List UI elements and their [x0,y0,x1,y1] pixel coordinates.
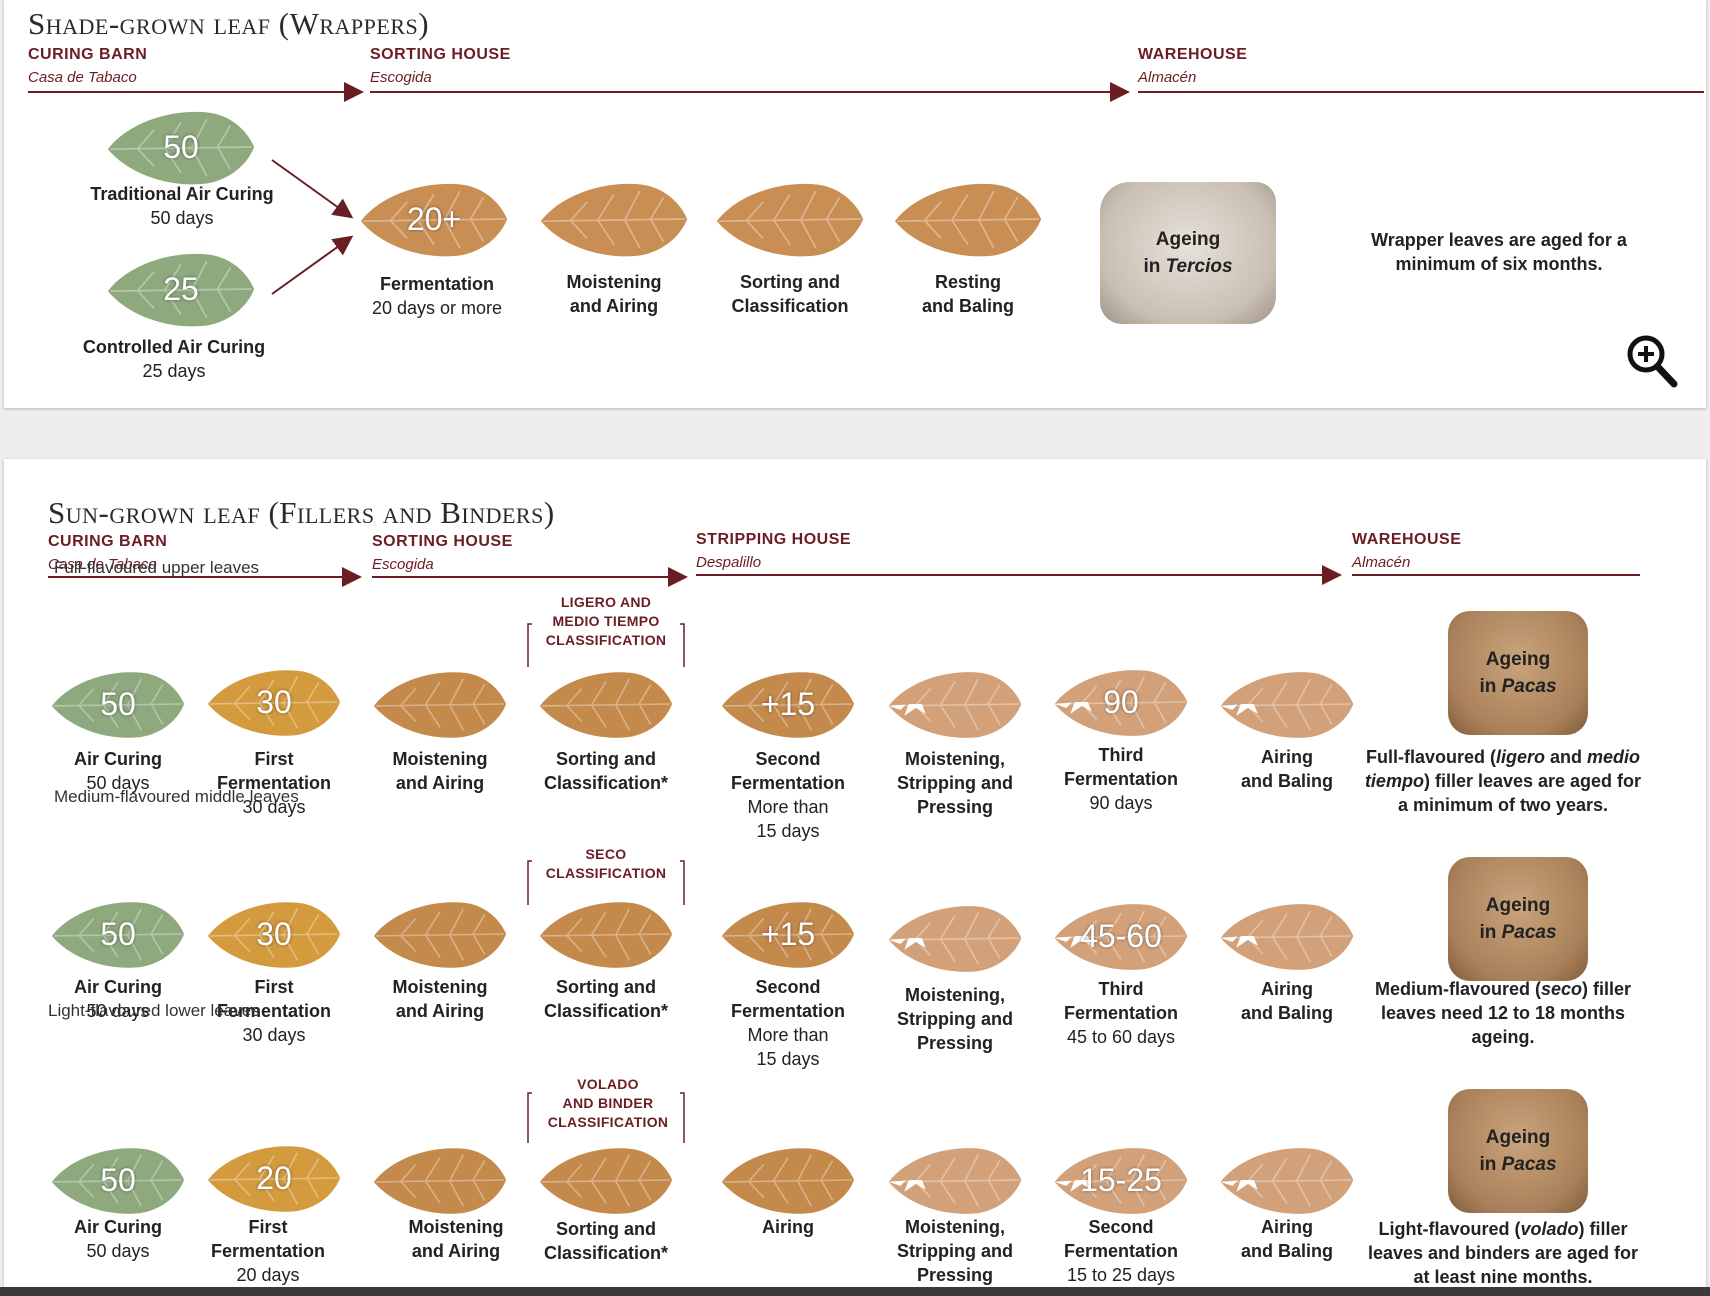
caption-third-fermentation: Third Fermentation 90 days [1063,745,1178,813]
stage-warehouse-sub: Almacén [1138,69,1197,86]
stage-sorting-house: SORTING HOUSE [372,533,513,550]
leaf-second-fermentation: +15 [720,895,856,973]
leaf-traditional-air-curing: 50 [102,104,260,190]
stage-stripping-house: STRIPPING HOUSE [696,531,852,548]
caption-traditional-air-curing: Traditional Air Curing 50 days [90,184,274,228]
caption-airing-baling: Airing and Baling [1240,979,1333,1023]
wrappers-note: Wrapper leaves are aged for a minimum of… [1371,230,1627,274]
caption-moistening-airing: Moistening and Airing [566,272,662,316]
stage-curing-barn: CURING BARN [28,46,148,63]
fillers-title: Sun-grown leaf (Fillers and Binders) [48,495,555,530]
caption-first-fermentation: First Fermentation 30 days [216,749,331,817]
leaf-air-curing: 50 [50,895,186,973]
caption-airing-baling: Airing and Baling [1240,1217,1333,1261]
leaf-airing [720,1141,856,1219]
stage-stripping-house-sub: Despalillo [696,554,762,571]
caption-sorting: Sorting and Classification* [543,749,669,793]
row-label-medium: Medium-flavoured middle leaves [54,787,299,806]
leaf-controlled-air-curing: 25 [102,246,260,332]
leaf-airing-baling [1216,1141,1358,1219]
caption-moistening-airing: Moistening and Airing [408,1217,504,1261]
stage-sorting-house: SORTING HOUSE [370,46,511,63]
stage-warehouse: WAREHOUSE [1138,46,1248,63]
caption-air-curing: Air Curing 50 days [74,1217,162,1261]
leaf-moistening-airing [372,665,508,743]
leaf-sorting [538,665,674,743]
leaf-first-fermentation: 30 [206,895,342,973]
leaf-sorting [538,1141,674,1219]
caption-stripping: Moistening, Stripping and Pressing [897,749,1013,817]
leaf-airing-baling [1216,665,1358,743]
wrappers-panel: Shade-grown leaf (Wrappers) CURING BARN … [4,0,1706,408]
stage-sorting-house-sub: Escogida [370,69,432,86]
caption-moistening-airing: Moistening and Airing [392,977,488,1021]
note-light-flavoured: Light-flavoured (volado) filler leaves a… [1367,1219,1639,1287]
stage-curing-barn-sub: Casa de Tabaco [28,69,137,86]
leaf-third-fermentation: 45-60 [1050,897,1192,975]
leaf-stripping [884,665,1026,743]
leaf-first-fermentation: 20 [206,1139,342,1217]
stage-curing-barn-sub: Casa de Tabaco [48,556,157,573]
caption-sorting: Sorting and Classification* [543,1219,669,1263]
leaf-moistening-airing [372,895,508,973]
leaf-air-curing: 50 [50,665,186,743]
row-label-light: Light-flavoured lower leaves [48,1001,260,1020]
stage-sorting-house-sub: Escogida [372,556,434,573]
leaf-stripping [884,1141,1026,1219]
fillers-panel: Sun-grown leaf (Fillers and Binders) CUR… [4,459,1706,1287]
caption-moistening-airing: Moistening and Airing [392,749,488,793]
leaf-sorting-classification [712,176,868,262]
leaf-moistening-airing [372,1141,508,1219]
caption-air-curing: Air Curing 50 days [74,977,162,1021]
caption-second-fermentation-light: Second Fermentation 15 to 25 days [1063,1217,1178,1285]
caption-sorting: Sorting and Classification* [543,977,669,1021]
leaf-air-curing: 50 [50,1141,186,1219]
caption-stripping: Moistening, Stripping and Pressing [897,985,1013,1053]
bale-pacas: Ageing in Pacas [1448,611,1588,735]
caption-resting-baling: Resting and Baling [921,272,1014,316]
caption-fermentation: Fermentation 20 days or more [371,274,503,318]
note-medium-flavoured: Medium-flavoured (seco) filler leaves ne… [1374,979,1632,1047]
stage-warehouse-sub: Almacén [1352,554,1411,571]
caption-second-fermentation: Second Fermentation More than 15 days [730,977,845,1069]
wrappers-title: Shade-grown leaf (Wrappers) [28,6,430,41]
classification-label-volado: VOLADO AND BINDER CLASSIFICATION [547,1076,669,1130]
wrappers-flow-lines [28,82,1704,295]
caption-sorting-classification: Sorting and Classification [731,272,849,316]
row-label-full: Full-flavoured upper leaves [54,558,260,577]
note-full-flavoured: Full-flavoured (ligero and medio tiempo)… [1364,747,1642,815]
leaf-sorting [538,895,674,973]
caption-stripping: Moistening, Stripping and Pressing [897,1217,1013,1285]
leaf-second-fermentation: 15-25 [1050,1141,1192,1219]
caption-second-fermentation: Second Fermentation More than 15 days [730,749,845,841]
leaf-airing-baling [1216,897,1358,975]
caption-third-fermentation: Third Fermentation 45 to 60 days [1063,979,1178,1047]
leaf-fermentation: 20+ [356,176,512,262]
leaf-first-fermentation: 30 [206,663,342,741]
zoom-in-icon[interactable] [1622,330,1678,390]
leaf-second-fermentation: +15 [720,665,856,743]
classification-label-ligero: LIGERO AND MEDIO TIEMPO CLASSIFICATION [545,594,667,648]
bottom-scroll-bar [0,1287,1710,1296]
stage-curing-barn: CURING BARN [48,533,168,550]
caption-controlled-air-curing: Controlled Air Curing 25 days [82,337,266,381]
bale-pacas: Ageing in Pacas [1448,1089,1588,1213]
bale-tercios: Ageing in Tercios [1100,182,1276,324]
leaf-stripping [884,899,1026,977]
fillers-flow-lines [48,565,1640,1143]
bale-pacas: Ageing in Pacas [1448,857,1588,981]
stage-warehouse: WAREHOUSE [1352,531,1462,548]
leaf-moistening-airing [536,176,692,262]
caption-first-fermentation: First Fermentation 20 days [210,1217,325,1285]
leaf-resting-baling [890,176,1046,262]
classification-label-seco: SECO CLASSIFICATION [545,846,667,881]
leaf-third-fermentation: 90 [1050,663,1192,741]
caption-air-curing: Air Curing 50 days [74,749,162,793]
caption-airing-baling: Airing and Baling [1240,747,1333,791]
caption-airing: Airing [762,1217,814,1237]
caption-first-fermentation: First Fermentation 30 days [216,977,331,1045]
